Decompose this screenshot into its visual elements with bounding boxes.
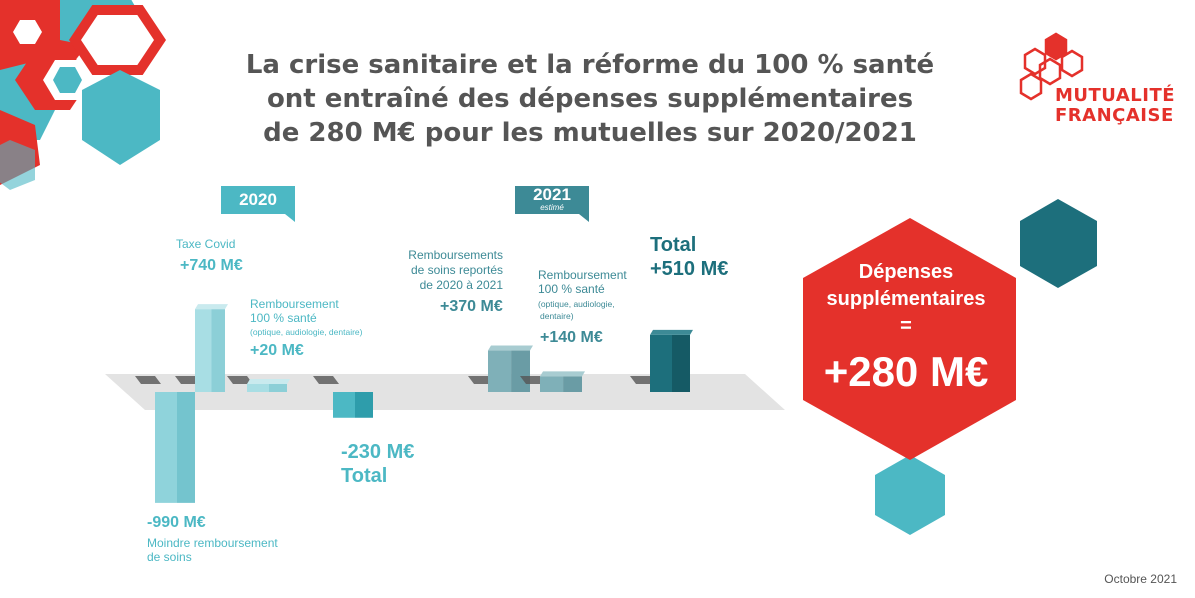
title-line-1: La crise sanitaire et la réforme du 100 … [245,50,935,80]
year-label-2020: 2020 [239,190,277,209]
bar-reportes [488,345,533,392]
label-remb-2020-line1: Remboursement [250,297,339,311]
label-moindre-line2: de soins [147,550,192,564]
bar-remb-2020 [247,379,290,392]
bars-layer [135,304,693,503]
result-label: Dépenses supplémentaires = [800,259,1012,340]
label-taxe-covid: Taxe Covid [176,237,236,251]
value-total-2021: +510 M€ [650,258,729,280]
result-value: +280 M€ [823,348,989,395]
year-tab-2021: 2021 estimé [515,186,589,212]
year-tab-2021-shape [515,186,589,222]
result-label-line1: Dépenses [858,261,954,283]
title-line-2: ont entraîné des dépenses supplémentaire… [266,84,914,114]
page-title: La crise sanitaire et la réforme du 100 … [240,48,940,150]
bar-total-2020 [333,392,373,418]
bar-moindre [155,392,195,503]
label-remb-2020-line2: 100 % santé [250,311,317,325]
label-remb-2021-note2: dentaire) [540,311,574,321]
label-reportes-line3: de 2020 à 2021 [419,278,503,292]
value-remb-2020: +20 M€ [250,342,304,359]
result-label-line2: supplémentaires [826,288,986,310]
decorative-hexagons [0,0,167,190]
label-remb-2020-note: (optique, audiologie, dentaire) [250,327,363,337]
logo: MUTUALITÉ FRANÇAISE [1055,86,1175,126]
label-remb-2021-line1: Remboursement [538,268,627,282]
year-tab-2020-shape [221,186,295,222]
label-moindre-line1: Moindre remboursement [147,536,278,550]
label-reportes-line1: Remboursements [408,248,503,262]
result-label-line3: = [900,315,912,337]
bar-total-2021 [650,329,693,392]
value-total-2020: -230 M€ [341,441,415,463]
value-moindre: -990 M€ [147,514,206,531]
result-hexagon [803,218,1016,460]
logo-line-1: MUTUALITÉ [1055,85,1176,106]
label-remb-2021-line2: 100 % santé [538,282,605,296]
bar-remb-2021 [540,371,585,392]
light-teal-hexagon [875,455,945,535]
title-line-3: de 280 M€ pour les mutuelles sur 2020/20… [263,118,917,148]
label-total-2021: Total [650,234,697,256]
year-tab-2020: 2020 [221,190,295,210]
logo-line-2: FRANÇAISE [1055,105,1174,126]
year-note-2021: estimé [540,203,564,212]
bar-taxe-covid [195,304,228,392]
value-reportes: +370 M€ [440,298,503,315]
dark-teal-hexagon [1020,199,1097,288]
label-remb-2021-note1: (optique, audiologie, [538,299,615,309]
label-reportes: Remboursements de soins reportés de 2020… [403,248,503,293]
label-reportes-line2: de soins reportés [410,263,503,277]
value-taxe-covid: +740 M€ [180,257,243,274]
logo-hexagons [1019,32,1084,101]
label-total-2020: Total [341,465,388,487]
value-remb-2021: +140 M€ [540,329,603,346]
footer-date: Octobre 2021 [1104,572,1177,586]
year-label-2021: 2021 [533,185,571,204]
